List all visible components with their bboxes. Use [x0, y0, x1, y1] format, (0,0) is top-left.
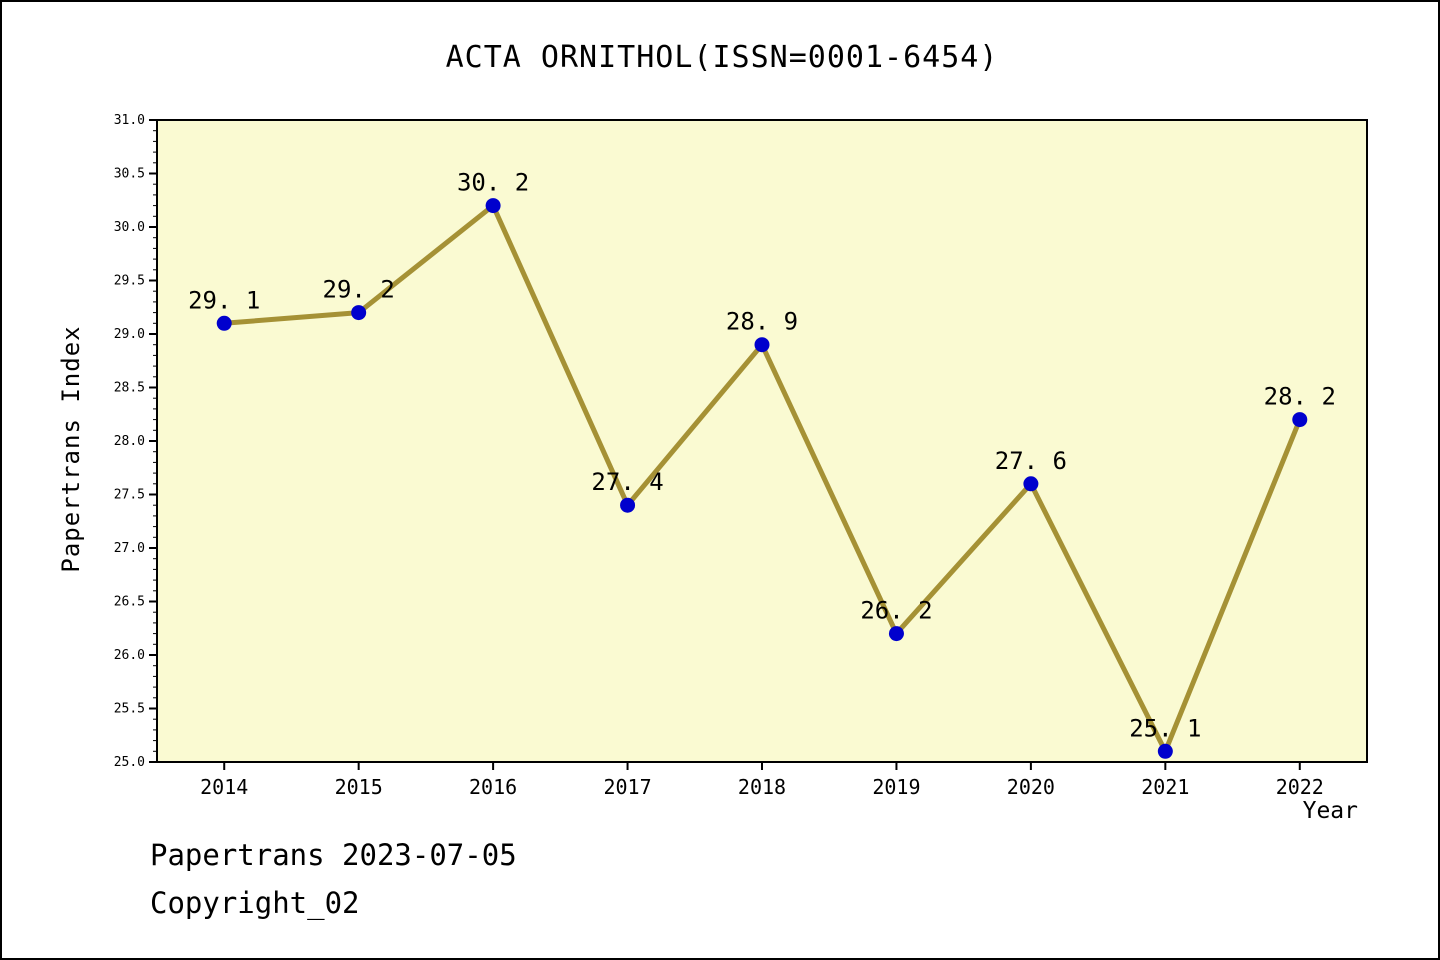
- svg-text:29. 1: 29. 1: [188, 286, 260, 314]
- svg-text:2021: 2021: [1141, 775, 1189, 799]
- svg-text:2014: 2014: [200, 775, 248, 799]
- svg-text:2019: 2019: [872, 775, 920, 799]
- svg-text:2020: 2020: [1007, 775, 1055, 799]
- svg-text:25.5: 25.5: [114, 702, 145, 717]
- svg-text:27. 4: 27. 4: [591, 468, 663, 496]
- svg-text:29.0: 29.0: [114, 327, 145, 342]
- svg-text:28.0: 28.0: [114, 434, 145, 449]
- svg-text:30. 2: 30. 2: [457, 169, 529, 197]
- svg-text:31.0: 31.0: [114, 113, 145, 128]
- svg-text:28. 9: 28. 9: [726, 308, 798, 336]
- svg-text:2015: 2015: [335, 775, 383, 799]
- footer-copyright: Copyright_02: [150, 886, 360, 920]
- svg-text:29.5: 29.5: [114, 274, 145, 289]
- svg-text:29. 2: 29. 2: [323, 276, 395, 304]
- chart-title: ACTA ORNITHOL(ISSN=0001-6454): [445, 40, 999, 75]
- footer-date: Papertrans 2023-07-05: [150, 838, 517, 872]
- svg-text:28. 2: 28. 2: [1264, 383, 1336, 411]
- svg-text:27.0: 27.0: [114, 541, 145, 556]
- svg-text:26.5: 26.5: [114, 595, 145, 610]
- svg-text:25.0: 25.0: [114, 755, 145, 770]
- svg-text:2017: 2017: [603, 775, 651, 799]
- svg-text:26. 2: 26. 2: [860, 597, 932, 625]
- x-axis-label: Year: [1302, 798, 1358, 824]
- svg-text:26.0: 26.0: [114, 648, 145, 663]
- svg-text:25. 1: 25. 1: [1129, 714, 1201, 742]
- svg-text:30.0: 30.0: [114, 220, 145, 235]
- svg-text:27. 6: 27. 6: [995, 447, 1067, 475]
- svg-text:2018: 2018: [738, 775, 786, 799]
- svg-text:2022: 2022: [1276, 775, 1324, 799]
- svg-text:27.5: 27.5: [114, 488, 145, 503]
- svg-text:28.5: 28.5: [114, 381, 145, 396]
- svg-text:2016: 2016: [469, 775, 517, 799]
- svg-text:30.5: 30.5: [114, 167, 145, 182]
